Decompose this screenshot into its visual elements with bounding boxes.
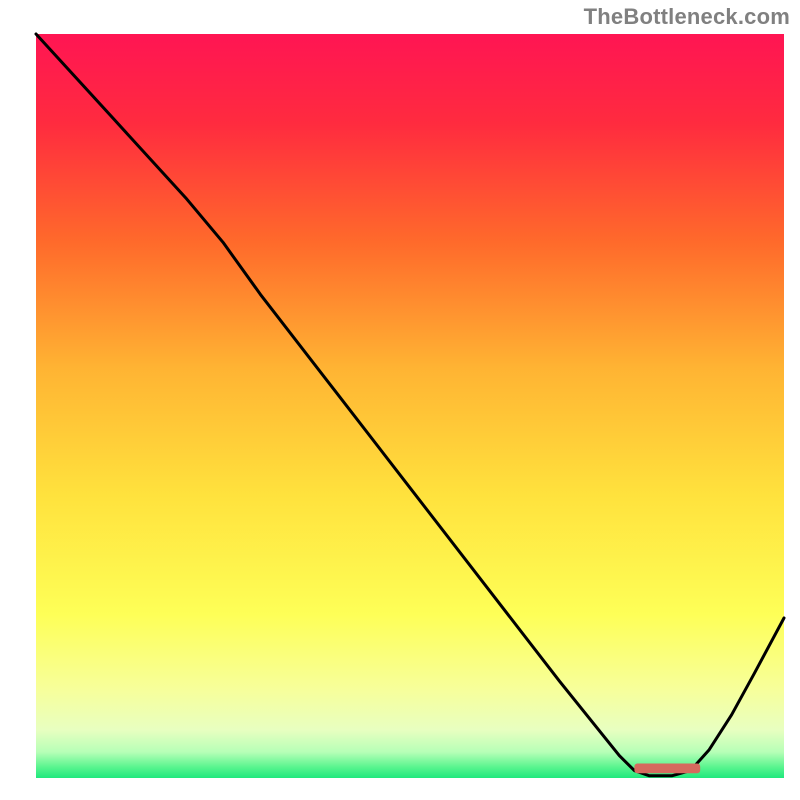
bottleneck-chart bbox=[0, 0, 800, 800]
chart-root: TheBottleneck.com bbox=[0, 0, 800, 800]
optimal-range-marker bbox=[634, 764, 700, 774]
watermark-text: TheBottleneck.com bbox=[584, 4, 790, 30]
gradient-background bbox=[36, 34, 784, 778]
